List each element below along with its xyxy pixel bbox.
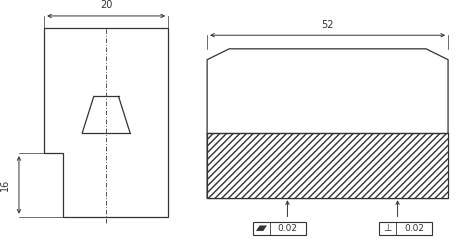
Bar bbox=[379, 222, 432, 235]
Polygon shape bbox=[207, 133, 448, 198]
Polygon shape bbox=[256, 225, 267, 231]
Text: 0.02: 0.02 bbox=[404, 224, 424, 233]
Text: 16: 16 bbox=[0, 179, 10, 191]
Text: 20: 20 bbox=[100, 0, 112, 10]
Text: 52: 52 bbox=[321, 19, 334, 30]
Bar bbox=[253, 222, 306, 235]
Text: ⊥: ⊥ bbox=[383, 223, 392, 233]
Text: 0.02: 0.02 bbox=[278, 224, 298, 233]
